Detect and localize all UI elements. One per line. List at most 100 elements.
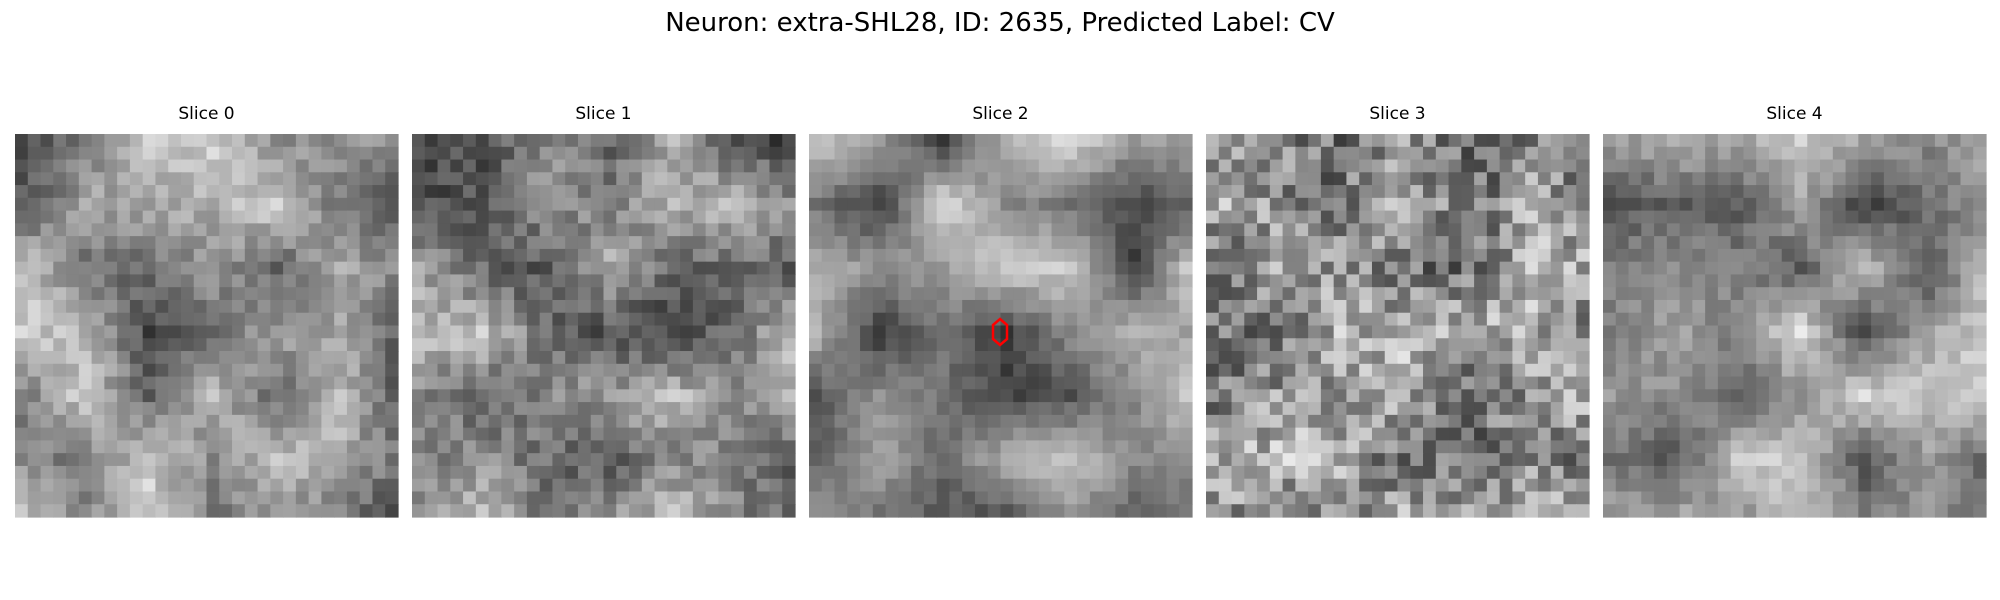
pixel <box>334 376 348 390</box>
pixel <box>359 223 374 237</box>
pixel <box>1140 185 1155 199</box>
pixel <box>346 427 361 441</box>
pixel <box>1563 325 1577 339</box>
pixel <box>1883 185 1898 199</box>
pixel <box>1960 299 1974 314</box>
pixel <box>1371 478 1386 493</box>
pixel <box>450 504 464 518</box>
pixel <box>1768 287 1783 301</box>
pixel <box>526 338 541 352</box>
pixel <box>66 427 80 441</box>
pixel <box>1973 465 1987 480</box>
pixel <box>1140 491 1155 505</box>
pixel <box>1423 351 1437 365</box>
pixel <box>1883 261 1898 276</box>
pixel <box>1359 465 1373 480</box>
pixel <box>117 465 131 480</box>
pixel <box>667 440 681 454</box>
pixel <box>539 427 554 441</box>
pixel <box>1102 491 1116 505</box>
pixel <box>244 440 259 454</box>
pixel <box>1077 299 1091 314</box>
pixel <box>1603 338 1617 352</box>
pixel <box>1064 338 1078 352</box>
pixel <box>1628 453 1642 467</box>
pixel <box>1603 172 1617 186</box>
pixel <box>885 159 899 173</box>
pixel <box>923 427 938 441</box>
pixel <box>463 465 477 480</box>
pixel <box>1871 299 1885 314</box>
pixel <box>1615 197 1630 212</box>
pixel <box>1883 351 1898 365</box>
pixel <box>1768 338 1783 352</box>
pixel <box>1934 491 1949 505</box>
pixel <box>91 197 105 212</box>
pixel <box>308 504 322 518</box>
pixel <box>321 389 335 403</box>
pixel <box>1666 363 1681 378</box>
pixel <box>1000 478 1014 493</box>
pixel <box>501 236 515 250</box>
pixel <box>1705 146 1719 161</box>
pixel <box>463 376 477 390</box>
pixel <box>1359 312 1373 327</box>
pixel <box>1679 325 1693 339</box>
pixel <box>1499 172 1513 186</box>
pixel <box>590 453 605 467</box>
pixel <box>437 363 451 378</box>
pixel <box>1550 172 1565 186</box>
pixel <box>692 440 707 454</box>
pixel <box>692 197 707 212</box>
pixel <box>359 159 374 173</box>
pixel <box>1308 414 1322 429</box>
pixel <box>437 389 451 403</box>
pixel <box>308 478 322 493</box>
pixel <box>40 248 54 263</box>
pixel <box>782 338 796 352</box>
pixel <box>1628 172 1642 186</box>
pixel <box>923 312 938 327</box>
pixel <box>295 453 310 467</box>
pixel <box>1883 427 1898 441</box>
pixel <box>731 248 745 263</box>
pixel <box>463 223 477 237</box>
pixel <box>295 478 310 493</box>
pixel <box>117 414 131 429</box>
pixel <box>705 402 719 416</box>
pixel <box>1231 134 1245 148</box>
pixel <box>1102 248 1116 263</box>
pixel <box>1679 172 1693 186</box>
pixel <box>385 274 399 288</box>
pixel <box>1781 389 1796 403</box>
pixel <box>40 427 54 441</box>
pixel <box>1871 134 1885 148</box>
pixel <box>232 389 246 403</box>
pixel <box>1679 312 1693 327</box>
pixel <box>1089 453 1104 467</box>
pixel <box>1820 248 1834 263</box>
pixel <box>552 376 566 390</box>
pixel <box>488 402 502 416</box>
pixel <box>718 287 732 301</box>
pixel <box>142 312 157 327</box>
pixel <box>1845 402 1859 416</box>
pixel <box>1333 491 1348 505</box>
pixel <box>180 440 195 454</box>
pixel <box>1615 478 1630 493</box>
pixel <box>1832 299 1847 314</box>
pixel <box>412 389 426 403</box>
pixel <box>66 491 80 505</box>
pixel <box>270 465 284 480</box>
pixel <box>437 414 451 429</box>
pixel <box>1461 453 1475 467</box>
pixel <box>743 197 758 212</box>
pixel <box>1051 465 1065 480</box>
pixel <box>809 197 823 212</box>
pixel <box>1654 389 1668 403</box>
pixel <box>949 287 963 301</box>
pixel <box>295 223 310 237</box>
pixel <box>743 402 758 416</box>
pixel <box>1257 465 1271 480</box>
pixel <box>1244 478 1258 493</box>
